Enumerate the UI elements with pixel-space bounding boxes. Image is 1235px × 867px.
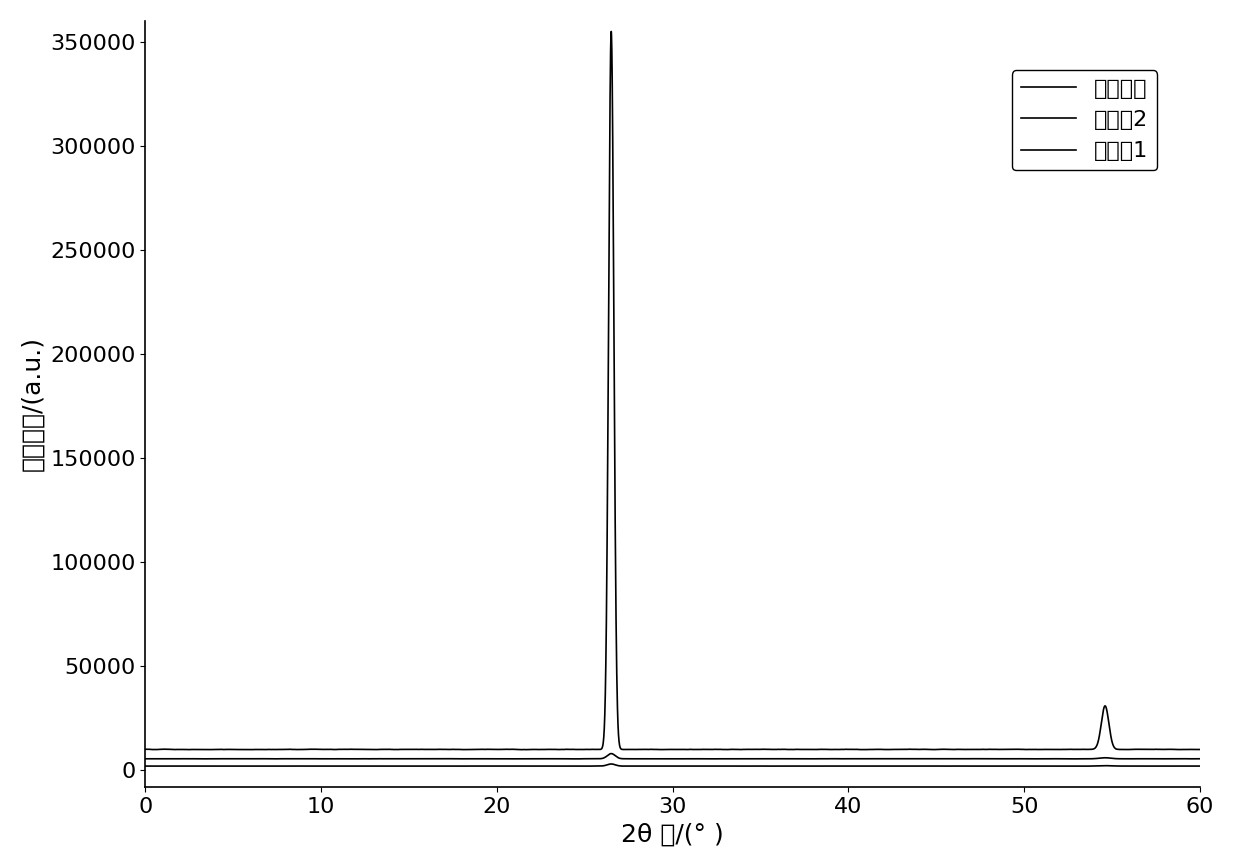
实施其2 bbox=[394, 753, 409, 764]
Legend: 鳞片石墨, 实施其2, 实施其1: 鳞片石墨, 实施其2, 实施其1 bbox=[1011, 70, 1157, 170]
实施其2 bbox=[536, 753, 551, 764]
鳞片石墨 bbox=[536, 744, 551, 754]
鳞片石墨 bbox=[383, 744, 398, 754]
实施其1 bbox=[1184, 761, 1199, 772]
实施其2 bbox=[389, 753, 404, 764]
鳞片石墨 bbox=[241, 745, 256, 755]
鳞片石墨 bbox=[138, 744, 153, 754]
实施其1 bbox=[1079, 761, 1094, 772]
实施其1 bbox=[1193, 761, 1208, 772]
X-axis label: 2θ 角/(° ): 2θ 角/(° ) bbox=[621, 822, 724, 846]
实施其1 bbox=[383, 761, 398, 772]
鳞片石墨 bbox=[604, 26, 619, 36]
实施其2 bbox=[383, 753, 398, 764]
鳞片石墨 bbox=[611, 727, 626, 737]
实施其2 bbox=[568, 753, 583, 764]
实施其1 bbox=[611, 760, 626, 771]
Line: 鳞片石墨: 鳞片石墨 bbox=[146, 31, 1200, 750]
实施其1 bbox=[138, 761, 153, 772]
Y-axis label: 相对强度/(a.u.): 相对强度/(a.u.) bbox=[21, 336, 44, 472]
实施其1 bbox=[536, 761, 551, 772]
实施其2 bbox=[611, 753, 626, 763]
实施其2 bbox=[1184, 753, 1199, 764]
鳞片石墨 bbox=[389, 744, 404, 754]
Line: 实施其1: 实施其1 bbox=[146, 764, 1200, 766]
鳞片石墨 bbox=[1184, 744, 1199, 754]
Line: 实施其2: 实施其2 bbox=[146, 753, 1200, 759]
实施其1 bbox=[604, 759, 619, 769]
鳞片石墨 bbox=[394, 744, 409, 754]
实施其1 bbox=[389, 761, 404, 772]
实施其2 bbox=[604, 748, 619, 759]
实施其2 bbox=[1193, 753, 1208, 764]
实施其2 bbox=[138, 753, 153, 764]
鳞片石墨 bbox=[1193, 744, 1208, 754]
实施其1 bbox=[394, 761, 409, 772]
